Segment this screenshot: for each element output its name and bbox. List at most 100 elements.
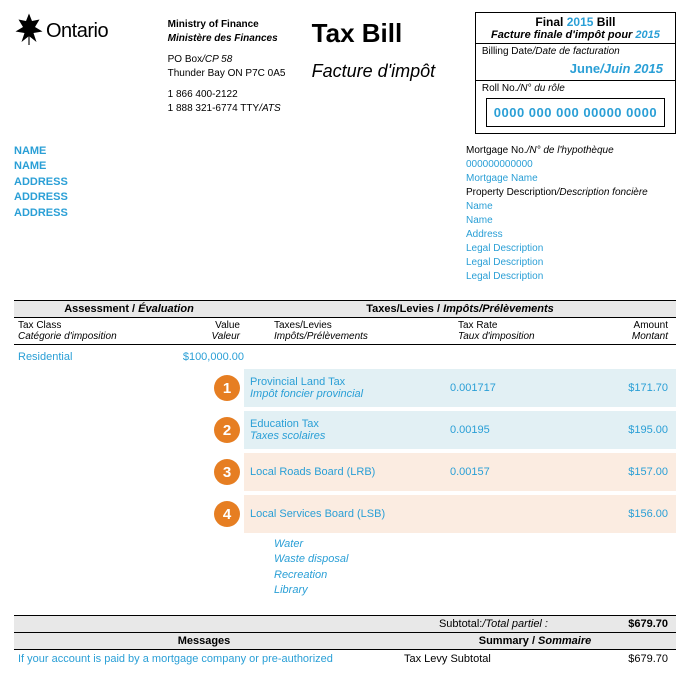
recipient-line: NAME <box>14 144 314 159</box>
city-line: Thunder Bay ON P7C 0A5 <box>168 67 302 81</box>
title-block: Tax Bill Facture d'impôt <box>312 18 465 134</box>
assessment-hdr-en: Assessment / <box>64 303 135 315</box>
badge-1: 1 <box>214 375 240 401</box>
subtotal-label-fr: /Total partiel : <box>482 618 548 630</box>
recipient-line: ADDRESS <box>14 190 314 205</box>
trillium-icon <box>14 12 44 48</box>
footer-row: If your account is paid by a mortgage co… <box>14 650 676 665</box>
billing-date-row: Billing Date/Date de facturation June/Ju… <box>476 44 675 81</box>
col-class-en: Tax Class <box>18 320 61 331</box>
subtotal-label-en: Subtotal: <box>439 618 482 630</box>
roll-en: Roll No. <box>482 83 518 94</box>
assessment-table: Assessment / Évaluation Taxes/Levies / I… <box>14 300 676 665</box>
mortgage-no-en: Mortgage No. <box>466 145 527 156</box>
billing-date-en: Billing Date <box>482 46 533 57</box>
col-levy-fr: Impôts/Prélèvements <box>274 331 450 342</box>
lsb-item: Library <box>274 583 676 598</box>
bill-year-fr: 2015 <box>635 29 659 41</box>
col-class-fr: Catégorie d'imposition <box>18 331 130 342</box>
po-box-en: PO Box <box>168 54 202 65</box>
ministry-name-fr: Ministère des Finances <box>168 32 302 46</box>
bill-title-row: Final 2015 Bill Facture finale d'impôt p… <box>476 13 675 44</box>
ontario-wordmark: Ontario <box>46 20 108 43</box>
ontario-logo-block: Ontario <box>14 12 158 134</box>
roll-number: 0000 000 000 00000 0000 <box>486 98 665 127</box>
badge-2: 2 <box>214 417 240 443</box>
summary-amount: $679.70 <box>556 653 676 665</box>
summary-hdr-fr: Sommaire <box>535 635 591 647</box>
message-text: If your account is paid by a mortgage co… <box>14 653 394 665</box>
title-fr: Facture d'impôt <box>312 61 465 82</box>
property-line: Address <box>466 228 676 242</box>
tax-bill-document: Ontario Ministry of Finance Ministère de… <box>0 0 690 677</box>
col-levy-en: Taxes/Levies <box>274 320 332 331</box>
bill-word: Bill <box>597 15 616 29</box>
roll-fr: /N° du rôle <box>517 83 564 94</box>
lsb-item: Waste disposal <box>274 552 676 567</box>
levy-amount: $171.70 <box>570 382 676 394</box>
date-en: June <box>570 61 600 76</box>
property-line: Legal Description <box>466 256 676 270</box>
bill-year: 2015 <box>567 15 594 29</box>
mortgage-no-fr: /N° de l'hypothèque <box>527 145 614 156</box>
mid-row: NAME NAME ADDRESS ADDRESS ADDRESS Mortga… <box>14 144 676 284</box>
property-line: Name <box>466 214 676 228</box>
levy-row: 4 Local Services Board (LSB) $156.00 <box>244 495 676 533</box>
col-amt-fr: Montant <box>578 331 668 342</box>
lsb-item: Recreation <box>274 568 676 583</box>
lsb-item: Water <box>274 537 676 552</box>
phone2: 1 888 321-6774 <box>168 103 241 114</box>
recipient-line: ADDRESS <box>14 175 314 190</box>
property-line: Legal Description <box>466 270 676 284</box>
property-line: Name <box>466 200 676 214</box>
property-line: Legal Description <box>466 242 676 256</box>
po-box-fr: /CP 58 <box>202 54 232 65</box>
col-rate-en: Tax Rate <box>458 320 497 331</box>
roll-row: Roll No./N° du rôle 0000 000 000 00000 0… <box>476 81 675 133</box>
summary-label: Tax Levy Subtotal <box>394 653 556 665</box>
col-value-en: Value <box>215 320 240 331</box>
subtotal-amount: $679.70 <box>556 616 676 632</box>
levy-name-fr: Taxes scolaires <box>250 430 450 442</box>
taxes-hdr-fr: Impôts/Prélèvements <box>440 303 554 315</box>
lsb-sublist: Water Waste disposal Recreation Library <box>250 533 676 607</box>
mortgage-name: Mortgage Name <box>466 172 676 186</box>
date-fr: /Juin 2015 <box>600 61 663 76</box>
phone1: 1 866 400-2122 <box>168 88 302 102</box>
tty-fr: /ATS <box>259 103 280 114</box>
levy-name-en: Provincial Land Tax <box>250 376 345 388</box>
col-value-fr: Valeur <box>138 331 240 342</box>
section-headers: Assessment / Évaluation Taxes/Levies / I… <box>14 300 676 318</box>
assessed-value: $100,000.00 <box>134 351 244 363</box>
col-amt-en: Amount <box>634 320 668 331</box>
levy-name-en: Local Services Board (LSB) <box>250 508 385 520</box>
col-rate-fr: Taux d'imposition <box>458 331 570 342</box>
column-headers: Tax ClassCatégorie d'imposition ValueVal… <box>14 318 676 345</box>
tax-class: Residential <box>14 351 134 363</box>
levy-name-en: Local Roads Board (LRB) <box>250 466 375 478</box>
tty-en: TTY <box>240 103 259 114</box>
levy-rate: 0.001717 <box>450 382 570 394</box>
recipient-line: ADDRESS <box>14 206 314 221</box>
levy-name-en: Education Tax <box>250 418 319 430</box>
recipient-block: NAME NAME ADDRESS ADDRESS ADDRESS <box>14 144 314 284</box>
final-fr: Facture finale d'impôt pour <box>491 29 632 41</box>
final-en: Final <box>535 15 563 29</box>
footer-headers: Messages Summary / Sommaire <box>14 633 676 650</box>
ministry-block: Ministry of Finance Ministère des Financ… <box>168 18 302 134</box>
billing-date-fr: /Date de facturation <box>532 46 619 57</box>
levy-row: 2 Education TaxTaxes scolaires 0.00195 $… <box>244 411 676 449</box>
levy-rate: 0.00157 <box>450 466 570 478</box>
levy-row: 1 Provincial Land TaxImpôt foncier provi… <box>244 369 676 407</box>
title-en: Tax Bill <box>312 18 465 49</box>
levy-amount: $157.00 <box>570 466 676 478</box>
levy-amount: $195.00 <box>570 424 676 436</box>
header-row: Ontario Ministry of Finance Ministère de… <box>14 12 676 134</box>
subtotal-row: Subtotal:/Total partiel : $679.70 <box>14 615 676 633</box>
assessment-line: Residential $100,000.00 <box>14 345 676 365</box>
assessment-hdr-fr: Évaluation <box>135 303 194 315</box>
badge-3: 3 <box>214 459 240 485</box>
recipient-line: NAME <box>14 159 314 174</box>
mortgage-block: Mortgage No./N° de l'hypothèque 00000000… <box>466 144 676 284</box>
messages-hdr: Messages <box>14 633 394 649</box>
